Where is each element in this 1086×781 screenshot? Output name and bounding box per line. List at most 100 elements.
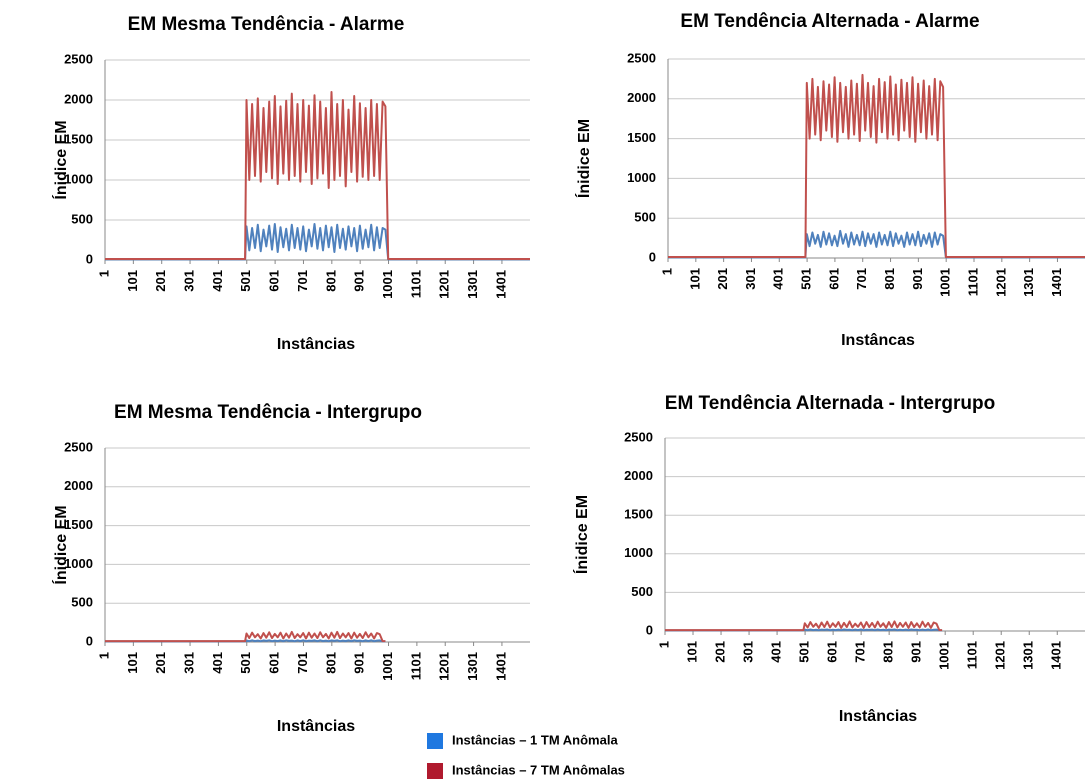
y-tick-label: 2500 bbox=[627, 50, 656, 65]
x-tick-label: 901 bbox=[909, 641, 924, 663]
legend-label: Instâncias – 1 TM Anômala bbox=[452, 732, 618, 747]
y-tick-label: 2500 bbox=[624, 429, 653, 444]
series-line bbox=[668, 229, 1085, 259]
series-line bbox=[105, 639, 386, 643]
x-tick-label: 1001 bbox=[380, 652, 395, 681]
y-tick-label: 2000 bbox=[64, 91, 93, 106]
x-tick-label: 401 bbox=[771, 268, 786, 290]
y-tick-label: 500 bbox=[71, 211, 93, 226]
y-tick-label: 1500 bbox=[64, 131, 93, 146]
x-tick-label: 801 bbox=[323, 270, 338, 292]
x-axis-label: Instâncias bbox=[277, 718, 355, 735]
x-tick-label: 501 bbox=[799, 268, 814, 290]
x-tick-label: 601 bbox=[826, 268, 841, 290]
x-tick-label: 201 bbox=[715, 268, 730, 290]
x-tick-label: 901 bbox=[910, 268, 925, 290]
x-tick-label: 1201 bbox=[993, 641, 1008, 670]
y-axis-label: Ínidice EM bbox=[51, 120, 70, 199]
x-tick-label: 101 bbox=[684, 641, 699, 663]
x-tick-label: 601 bbox=[267, 270, 282, 292]
x-tick-label: 701 bbox=[295, 270, 310, 292]
y-tick-label: 1000 bbox=[64, 556, 93, 571]
y-tick-label: 1000 bbox=[627, 170, 656, 185]
x-tick-label: 701 bbox=[854, 268, 869, 290]
x-tick-label: 401 bbox=[769, 641, 784, 663]
y-axis-label: Ínidice EM bbox=[51, 505, 70, 584]
y-tick-label: 0 bbox=[646, 622, 653, 637]
x-tick-label: 1001 bbox=[380, 270, 395, 299]
y-tick-label: 2000 bbox=[64, 478, 93, 493]
legend-label: Instâncias – 7 TM Anômalas bbox=[452, 762, 625, 777]
x-tick-label: 1301 bbox=[465, 270, 480, 299]
y-tick-label: 2500 bbox=[64, 51, 93, 66]
x-tick-label: 1101 bbox=[965, 268, 980, 296]
x-tick-label: 1001 bbox=[938, 268, 953, 297]
x-tick-label: 201 bbox=[712, 641, 727, 663]
legend-swatch bbox=[427, 763, 443, 779]
series-line bbox=[665, 628, 943, 632]
series-line bbox=[668, 73, 1085, 258]
x-tick-label: 801 bbox=[881, 641, 896, 663]
x-tick-label: 601 bbox=[267, 652, 282, 674]
y-tick-label: 2000 bbox=[627, 90, 656, 105]
x-tick-label: 501 bbox=[238, 270, 253, 292]
x-tick-label: 1101 bbox=[408, 270, 423, 298]
x-tick-label: 701 bbox=[853, 641, 868, 663]
y-tick-label: 500 bbox=[631, 584, 653, 599]
x-tick-label: 101 bbox=[125, 270, 140, 292]
y-axis-label: Ínidice EM bbox=[572, 495, 591, 574]
y-tick-label: 0 bbox=[649, 249, 656, 264]
x-tick-label: 101 bbox=[687, 268, 702, 290]
x-tick-label: 1301 bbox=[1021, 268, 1036, 297]
x-tick-label: 301 bbox=[743, 268, 758, 290]
x-tick-label: 1201 bbox=[993, 268, 1008, 297]
y-tick-label: 1000 bbox=[624, 545, 653, 560]
y-tick-label: 2000 bbox=[624, 468, 653, 483]
y-tick-label: 2500 bbox=[64, 439, 93, 454]
x-tick-label: 301 bbox=[181, 652, 196, 674]
x-axis-label: Instâncias bbox=[277, 336, 355, 353]
x-tick-label: 1301 bbox=[1021, 641, 1036, 670]
x-tick-label: 401 bbox=[210, 270, 225, 292]
y-tick-label: 0 bbox=[86, 633, 93, 648]
x-tick-label: 201 bbox=[153, 270, 168, 292]
legend-swatch bbox=[427, 733, 443, 749]
x-tick-label: 501 bbox=[238, 652, 253, 674]
chart-title: EM Tendência Alternada - Intergrupo bbox=[665, 393, 995, 414]
x-tick-label: 1 bbox=[96, 270, 111, 277]
x-tick-label: 1401 bbox=[1049, 268, 1064, 297]
x-tick-label: 1201 bbox=[437, 270, 452, 299]
chart-title: EM Mesma Tendência - Alarme bbox=[128, 14, 405, 35]
x-tick-label: 701 bbox=[295, 652, 310, 674]
x-tick-label: 301 bbox=[740, 641, 755, 663]
series-line bbox=[105, 91, 530, 260]
x-tick-label: 801 bbox=[323, 652, 338, 674]
series-line bbox=[105, 223, 530, 261]
x-tick-label: 1 bbox=[659, 268, 674, 275]
y-tick-label: 1000 bbox=[64, 171, 93, 186]
x-axis-label: Instâncas bbox=[841, 332, 915, 349]
x-tick-label: 501 bbox=[797, 641, 812, 663]
x-tick-label: 401 bbox=[210, 652, 225, 674]
y-tick-label: 1500 bbox=[64, 517, 93, 532]
x-tick-label: 1401 bbox=[1049, 641, 1064, 670]
y-tick-label: 500 bbox=[71, 595, 93, 610]
x-tick-label: 601 bbox=[825, 641, 840, 663]
series-line bbox=[665, 620, 943, 632]
x-tick-label: 1201 bbox=[437, 652, 452, 681]
x-tick-label: 901 bbox=[352, 270, 367, 292]
y-axis-label: Ínidice EM bbox=[574, 119, 593, 198]
y-tick-label: 500 bbox=[634, 210, 656, 225]
x-tick-label: 901 bbox=[352, 652, 367, 674]
x-tick-label: 1301 bbox=[465, 652, 480, 681]
x-tick-label: 801 bbox=[882, 268, 897, 290]
x-tick-label: 1401 bbox=[493, 270, 508, 299]
x-tick-label: 201 bbox=[153, 652, 168, 674]
x-tick-label: 1101 bbox=[408, 652, 423, 680]
x-tick-label: 1 bbox=[96, 652, 111, 659]
x-axis-label: Instâncias bbox=[839, 708, 917, 725]
y-tick-label: 1500 bbox=[627, 130, 656, 145]
x-tick-label: 101 bbox=[125, 652, 140, 674]
chart-title: EM Tendência Alternada - Alarme bbox=[680, 11, 979, 32]
